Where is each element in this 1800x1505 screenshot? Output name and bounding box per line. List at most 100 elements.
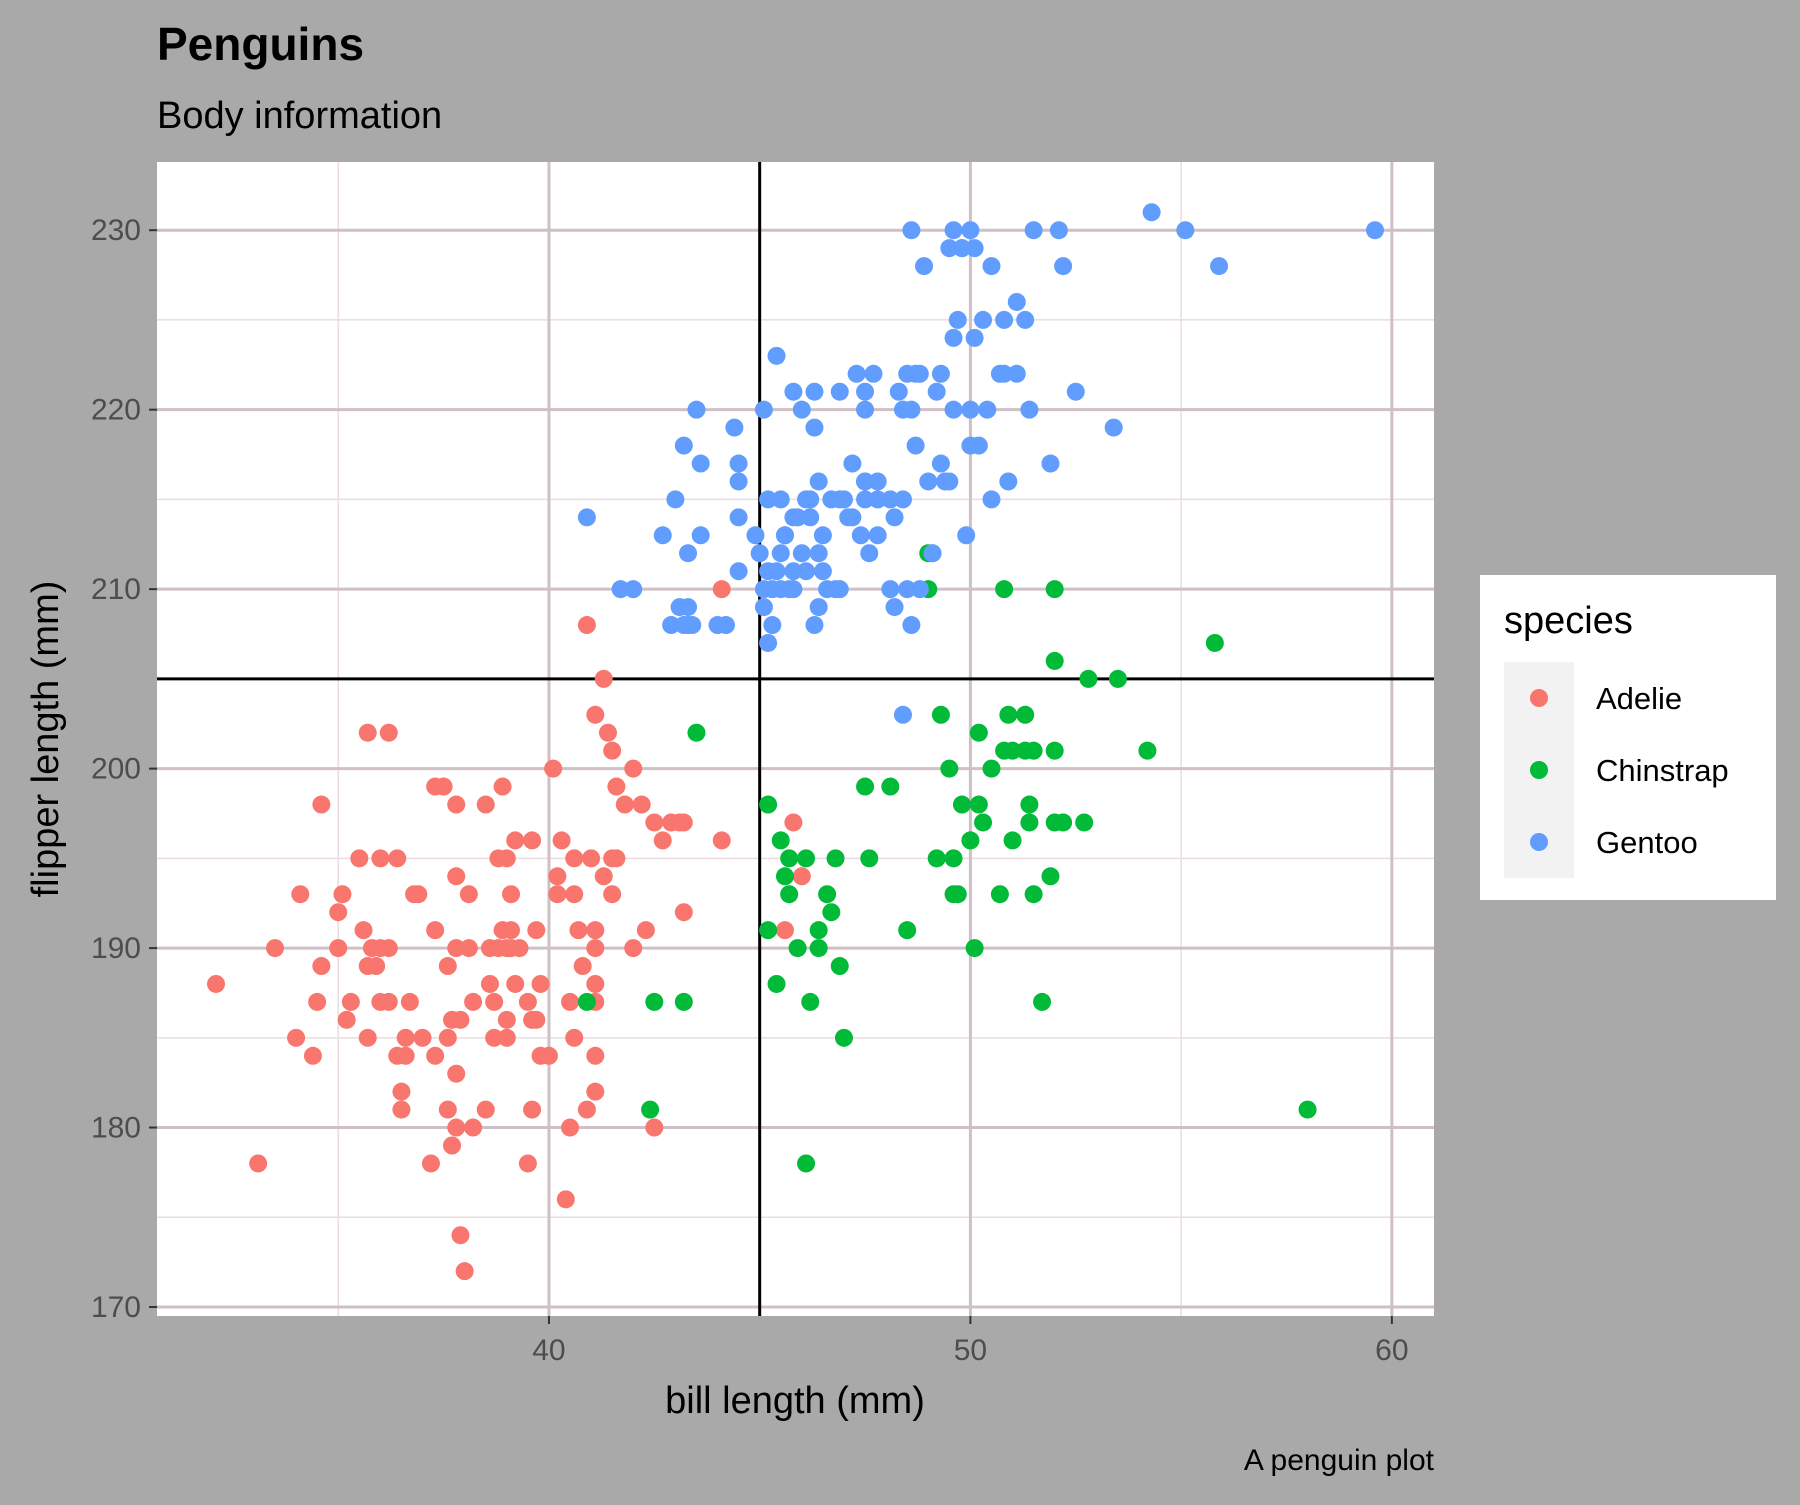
legend-marker-gentoo: [1530, 833, 1548, 851]
point-chinstrap: [780, 885, 799, 904]
point-adelie: [598, 723, 617, 742]
point-gentoo: [902, 400, 921, 419]
point-adelie: [480, 974, 499, 993]
point-gentoo: [813, 562, 832, 581]
point-gentoo: [729, 454, 748, 473]
point-adelie: [624, 939, 643, 958]
point-gentoo: [792, 400, 811, 419]
point-adelie: [586, 1082, 605, 1101]
point-adelie: [287, 1028, 306, 1047]
point-adelie: [502, 885, 521, 904]
point-adelie: [518, 992, 537, 1011]
chart-caption: A penguin plot: [1244, 1444, 1435, 1477]
point-chinstrap: [1045, 741, 1064, 760]
point-gentoo: [801, 490, 820, 509]
point-chinstrap: [952, 795, 971, 814]
point-adelie: [565, 849, 584, 868]
point-gentoo: [746, 526, 765, 545]
point-adelie: [459, 885, 478, 904]
point-gentoo: [763, 616, 782, 635]
point-gentoo: [881, 580, 900, 599]
point-adelie: [476, 795, 495, 814]
point-adelie: [447, 1064, 466, 1083]
y-tick-label: 200: [91, 753, 141, 786]
point-gentoo: [830, 580, 849, 599]
point-gentoo: [931, 454, 950, 473]
x-axis-label: bill length (mm): [665, 1380, 925, 1422]
point-adelie: [485, 1028, 504, 1047]
legend: species Adelie Chinstrap Gentoo: [1480, 575, 1776, 900]
point-adelie: [586, 705, 605, 724]
point-gentoo: [898, 580, 917, 599]
point-adelie: [329, 939, 348, 958]
point-chinstrap: [1205, 633, 1224, 652]
point-adelie: [329, 903, 348, 922]
point-adelie: [615, 795, 634, 814]
point-adelie: [645, 813, 664, 832]
point-gentoo: [978, 400, 997, 419]
point-chinstrap: [995, 580, 1014, 599]
point-adelie: [784, 813, 803, 832]
point-adelie: [561, 992, 580, 1011]
point-gentoo: [995, 364, 1014, 383]
point-chinstrap: [797, 849, 816, 868]
point-gentoo: [961, 400, 980, 419]
point-adelie: [396, 1028, 415, 1047]
point-gentoo: [674, 436, 693, 455]
point-adelie: [506, 831, 525, 850]
x-tick-label: 40: [532, 1334, 565, 1367]
point-gentoo: [754, 400, 773, 419]
point-adelie: [489, 849, 508, 868]
point-chinstrap: [1045, 580, 1064, 599]
point-gentoo: [868, 526, 887, 545]
point-adelie: [459, 939, 478, 958]
point-gentoo: [1142, 203, 1161, 222]
point-adelie: [447, 939, 466, 958]
point-gentoo: [784, 382, 803, 401]
point-chinstrap: [931, 705, 950, 724]
point-gentoo: [910, 580, 929, 599]
point-gentoo: [893, 490, 912, 509]
point-adelie: [624, 759, 643, 778]
point-adelie: [523, 831, 542, 850]
point-gentoo: [809, 598, 828, 617]
point-adelie: [392, 1082, 411, 1101]
point-chinstrap: [1003, 831, 1022, 850]
point-adelie: [476, 1100, 495, 1119]
point-gentoo: [679, 544, 698, 563]
point-adelie: [674, 813, 693, 832]
point-adelie: [350, 849, 369, 868]
legend-title: species: [1504, 600, 1633, 642]
point-adelie: [674, 903, 693, 922]
point-gentoo: [666, 490, 685, 509]
point-gentoo: [1210, 257, 1229, 276]
point-gentoo: [691, 526, 710, 545]
point-adelie: [438, 957, 457, 976]
point-adelie: [565, 1028, 584, 1047]
point-adelie: [421, 1154, 440, 1173]
point-adelie: [565, 885, 584, 904]
point-chinstrap: [1003, 741, 1022, 760]
plot-panel: [157, 162, 1434, 1316]
chart-title: Penguins: [157, 18, 364, 70]
y-tick-label: 180: [91, 1112, 141, 1145]
point-adelie: [586, 921, 605, 940]
point-gentoo: [944, 400, 963, 419]
point-gentoo: [797, 562, 816, 581]
point-chinstrap: [1016, 741, 1035, 760]
point-adelie: [577, 1100, 596, 1119]
point-gentoo: [767, 346, 786, 365]
point-chinstrap: [1016, 705, 1035, 724]
point-chinstrap: [940, 759, 959, 778]
point-chinstrap: [944, 849, 963, 868]
point-gentoo: [902, 616, 921, 635]
point-adelie: [636, 921, 655, 940]
point-gentoo: [889, 382, 908, 401]
point-adelie: [358, 1028, 377, 1047]
point-chinstrap: [1041, 867, 1060, 886]
point-chinstrap: [674, 992, 693, 1011]
point-gentoo: [725, 418, 744, 437]
point-adelie: [544, 759, 563, 778]
point-adelie: [527, 1010, 546, 1029]
point-adelie: [303, 1046, 322, 1065]
